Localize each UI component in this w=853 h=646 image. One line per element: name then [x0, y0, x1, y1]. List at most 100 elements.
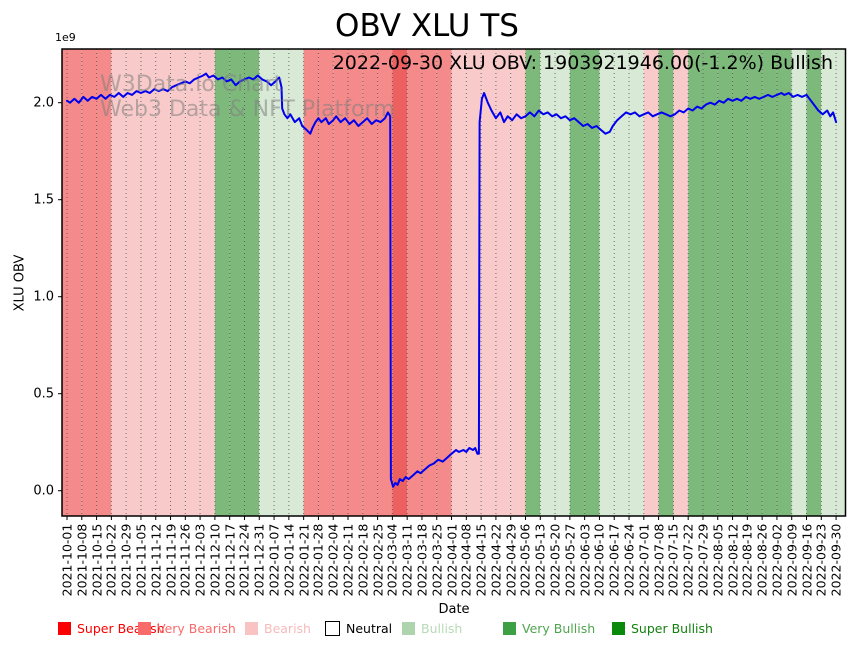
sentiment-band-week-44 — [717, 49, 733, 516]
x-tick-label-2022-08-26: 2022-08-26 — [754, 523, 770, 597]
legend-label: Neutral — [346, 620, 393, 636]
x-tick-label-2022-01-28: 2022-01-28 — [310, 523, 326, 597]
legend-item-very-bearish: Very Bearish — [138, 619, 236, 637]
x-tick-label-2022-03-04: 2022-03-04 — [384, 523, 400, 597]
legend-swatch-icon — [138, 621, 151, 635]
x-tick-label-2022-06-10: 2022-06-10 — [591, 523, 607, 597]
x-tick-label-2021-10-15: 2021-10-15 — [89, 523, 105, 597]
sentiment-band-week-47 — [762, 49, 777, 516]
sentiment-band-week-39 — [643, 49, 659, 516]
chart-title: OBV XLU TS — [335, 8, 519, 44]
legend-label: Super Bullish — [631, 620, 713, 636]
sentiment-band-week-7 — [170, 49, 186, 516]
x-tick-label-2022-04-15: 2022-04-15 — [473, 523, 489, 597]
x-tick-label-2022-06-17: 2022-06-17 — [606, 523, 622, 597]
sentiment-band-week-2 — [96, 49, 112, 516]
x-tick-label-2021-10-22: 2021-10-22 — [103, 523, 119, 597]
sentiment-band-week-43 — [702, 49, 718, 516]
obv-line-series — [66, 72, 838, 488]
sentiment-band-week-17 — [318, 49, 334, 516]
legend-swatch-icon — [503, 621, 516, 635]
sentiment-band-week-11 — [229, 49, 245, 516]
x-tick-label-2022-02-25: 2022-02-25 — [370, 523, 386, 597]
x-tick-label-2021-10-29: 2021-10-29 — [118, 523, 134, 597]
x-tick-label-2021-12-10: 2021-12-10 — [207, 523, 223, 597]
x-tick-label-2022-05-27: 2022-05-27 — [562, 523, 578, 597]
x-tick-label-2022-06-24: 2022-06-24 — [621, 523, 637, 597]
legend-label: Bullish — [421, 620, 463, 636]
sentiment-band-week-0 — [62, 49, 82, 516]
y-axis-offset-label: 1e9 — [55, 31, 76, 44]
x-tick-label-2022-01-14: 2022-01-14 — [281, 523, 297, 597]
x-tick-label-2022-03-18: 2022-03-18 — [414, 523, 430, 597]
legend-swatch-icon — [58, 621, 71, 635]
legend-swatch-icon — [402, 621, 415, 635]
x-tick-label-2021-11-05: 2021-11-05 — [133, 523, 149, 597]
x-tick-label-2022-06-03: 2022-06-03 — [577, 523, 593, 597]
x-tick-label-2022-08-05: 2022-08-05 — [710, 523, 726, 597]
x-tick-label-2021-10-01: 2021-10-01 — [59, 523, 75, 597]
x-tick-label-2022-03-11: 2022-03-11 — [399, 523, 415, 597]
sentiment-band-week-15 — [288, 49, 304, 516]
legend-label: Very Bullish — [522, 620, 596, 636]
sentiment-band-week-35 — [584, 49, 600, 516]
sentiment-band-week-34 — [569, 49, 585, 516]
legend-swatch-icon — [245, 621, 258, 635]
latest-value-annotation: 2022-09-30 XLU OBV: 1903921946.00(-1.2%)… — [332, 52, 833, 74]
x-tick-label-2022-08-19: 2022-08-19 — [739, 523, 755, 597]
sentiment-band-week-28 — [481, 49, 496, 516]
sentiment-band-week-14 — [274, 49, 289, 516]
sentiment-band-week-23 — [407, 49, 422, 516]
x-tick-label-2022-08-12: 2022-08-12 — [725, 523, 741, 597]
sentiment-band-week-9 — [200, 49, 215, 516]
x-axis-label: Date — [438, 602, 470, 617]
sentiment-band-week-48 — [776, 49, 792, 516]
sentiment-band-week-18 — [333, 49, 349, 516]
watermark-line1: W3Data.io Chart — [100, 72, 283, 97]
legend-item-very-bullish: Very Bullish — [503, 619, 595, 637]
sentiment-band-week-20 — [362, 49, 378, 516]
y-tick-label-1.5: 1.5 — [33, 192, 54, 208]
sentiment-band-week-29 — [495, 49, 511, 516]
sentiment-band-week-42 — [688, 49, 703, 516]
x-tick-label-2021-11-12: 2021-11-12 — [148, 523, 164, 597]
x-tick-label-2022-07-08: 2022-07-08 — [651, 523, 667, 597]
sentiment-band-week-22 — [392, 49, 408, 516]
legend-item-bearish: Bearish — [245, 619, 311, 637]
legend-item-super-bullish: Super Bullish — [612, 619, 713, 637]
y-tick-label-1.0: 1.0 — [33, 289, 54, 305]
y-tick-label-0.0: 0.0 — [33, 483, 54, 499]
watermark-line2: Web3 Data & NFT Platform — [100, 97, 395, 122]
x-tick-label-2021-11-19: 2021-11-19 — [163, 523, 179, 597]
x-tick-label-2022-09-30: 2022-09-30 — [828, 523, 844, 597]
sentiment-band-week-40 — [658, 49, 674, 516]
sentiment-band-week-41 — [673, 49, 689, 516]
sentiment-band-week-38 — [629, 49, 644, 516]
sentiment-band-week-51 — [821, 49, 846, 516]
sentiment-band-week-45 — [732, 49, 748, 516]
x-tick-label-2022-04-08: 2022-04-08 — [458, 523, 474, 597]
x-tick-label-2021-10-08: 2021-10-08 — [74, 523, 90, 597]
x-tick-label-2022-05-20: 2022-05-20 — [547, 523, 563, 597]
sentiment-band-week-36 — [599, 49, 615, 516]
sentiment-band-week-13 — [259, 49, 275, 516]
y-tick-label-0.5: 0.5 — [33, 386, 54, 402]
legend-swatch-icon — [612, 621, 625, 635]
x-tick-label-2022-09-16: 2022-09-16 — [799, 523, 814, 597]
x-tick-label-2022-09-02: 2022-09-02 — [769, 523, 785, 597]
y-tick-label-2.0: 2.0 — [33, 95, 54, 111]
sentiment-band-week-46 — [747, 49, 763, 516]
sentiment-band-week-30 — [510, 49, 526, 516]
sentiment-band-week-4 — [126, 49, 141, 516]
y-axis-label: XLU OBV — [12, 254, 28, 312]
legend-item-bullish: Bullish — [402, 619, 462, 637]
sentiment-legend: Super Bearish Very Bearish Bearish Neutral B… — [0, 619, 853, 639]
x-tick-label-2022-05-13: 2022-05-13 — [532, 523, 548, 597]
x-tick-label-2021-12-17: 2021-12-17 — [222, 523, 238, 597]
sentiment-band-week-1 — [81, 49, 97, 516]
legend-swatch-icon — [325, 620, 340, 636]
sentiment-band-week-16 — [303, 49, 319, 516]
x-tick-label-2022-03-25: 2022-03-25 — [429, 523, 445, 597]
